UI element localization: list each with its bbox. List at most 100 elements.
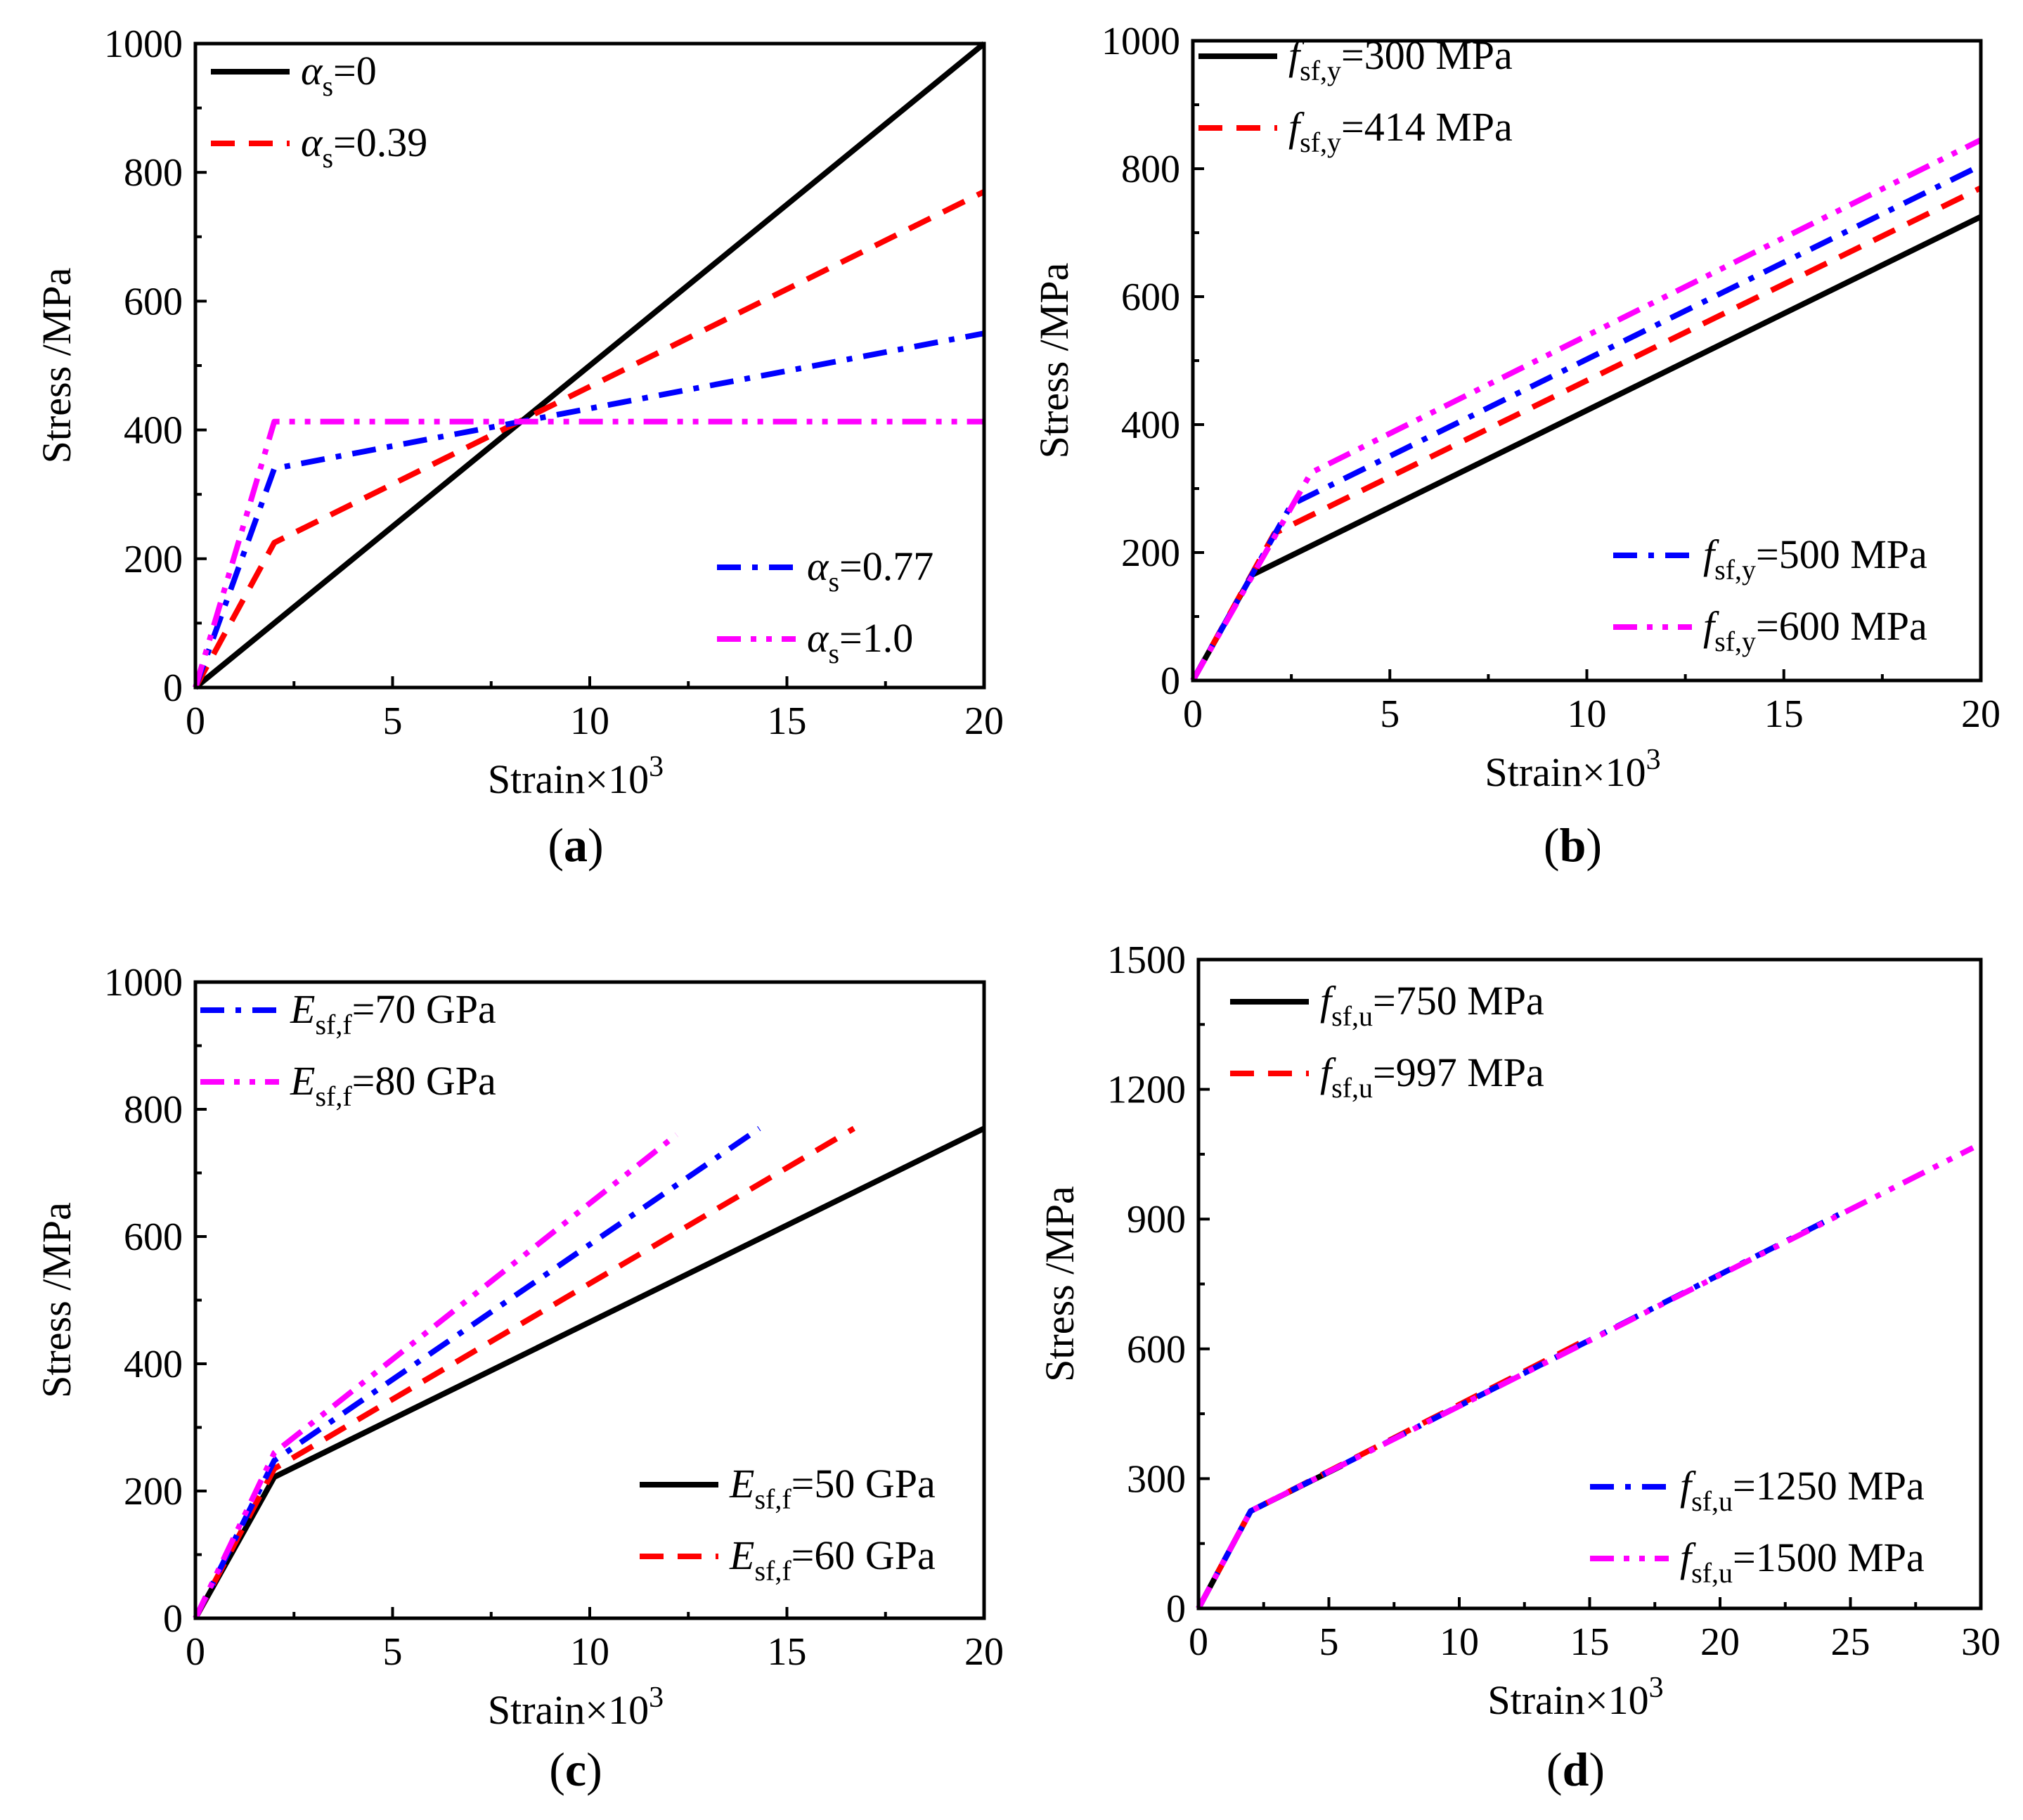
legend-entry-a-2: αs=0.77 xyxy=(807,543,933,598)
legend-entry-d-2: fsf,u=1250 MPa xyxy=(1680,1463,1925,1517)
legend-subscript: sf,f xyxy=(754,1555,791,1587)
series-line-a-2 xyxy=(193,330,985,689)
legend-entry-d-3: fsf,u=1500 MPa xyxy=(1680,1535,1925,1589)
x-axis-title: Strain×103 xyxy=(1485,744,1660,795)
panel-label-paren: ( xyxy=(549,1743,565,1796)
legend-value: =0.39 xyxy=(333,120,427,165)
y-axis-title: Stress /MPa xyxy=(1031,263,1077,459)
legend-entry-b-0: fsf,y=300 MPa xyxy=(1288,32,1513,86)
y-tick-label: 200 xyxy=(124,538,183,581)
legend-symbol: E xyxy=(290,986,315,1032)
x-tick-label: 10 xyxy=(570,1630,609,1674)
legend-entry-a-3: αs=1.0 xyxy=(807,615,913,669)
y-tick-label: 800 xyxy=(124,1088,183,1132)
x-axis-title: Strain×103 xyxy=(488,1682,664,1733)
legend-value: =1500 MPa xyxy=(1733,1535,1925,1580)
panel-label-paren: ) xyxy=(1586,818,1602,872)
legend-entry-d-1: fsf,u=997 MPa xyxy=(1320,1050,1544,1104)
panel-label-c: (c) xyxy=(549,1743,602,1796)
x-tick-label: 10 xyxy=(1568,692,1607,736)
x-tick-label: 20 xyxy=(964,1630,1004,1674)
legend-subscript: sf,f xyxy=(315,1080,352,1112)
legend-subscript: sf,u xyxy=(1331,1072,1373,1104)
legend-value: =997 MPa xyxy=(1373,1050,1544,1095)
y-axis-title: Stress /MPa xyxy=(34,268,79,464)
x-tick-label: 15 xyxy=(1764,692,1804,736)
legend-value: =0 xyxy=(333,48,377,93)
x-axis-title-exponent: 3 xyxy=(1649,1672,1664,1704)
x-tick-label: 0 xyxy=(186,1630,205,1674)
x-tick-label: 0 xyxy=(1183,692,1203,736)
y-tick-label: 200 xyxy=(124,1470,183,1514)
x-tick-label: 0 xyxy=(1189,1620,1208,1664)
x-axis-title: Strain×103 xyxy=(1487,1672,1663,1723)
y-tick-label: 200 xyxy=(1121,531,1180,575)
x-axis-title-exponent: 3 xyxy=(1646,744,1661,776)
legend-entry-b-2: fsf,y=500 MPa xyxy=(1703,531,1927,586)
x-tick-label: 15 xyxy=(768,699,807,743)
x-tick-label: 5 xyxy=(383,699,403,743)
x-tick-label: 20 xyxy=(964,699,1004,743)
y-tick-label: 400 xyxy=(124,1343,183,1386)
x-axis-title-exponent: 3 xyxy=(649,1682,664,1714)
series-line-d-0 xyxy=(1196,1463,1343,1610)
panel-label-paren: ( xyxy=(1544,818,1560,872)
y-tick-label: 0 xyxy=(163,666,183,710)
y-tick-label: 0 xyxy=(1166,1587,1186,1631)
legend-subscript: s xyxy=(322,142,333,174)
y-tick-label: 400 xyxy=(124,409,183,453)
x-tick-label: 10 xyxy=(1440,1620,1479,1664)
series-line-b-3 xyxy=(1190,137,1982,682)
x-axis-title-text: Strain×10 xyxy=(488,756,649,802)
chart-panel-c: 0 5 10 15 2002004006008001000Strain×103Stres… xyxy=(34,961,1004,1796)
legend-symbol: α xyxy=(301,120,323,165)
legend-entry-a-1: αs=0.39 xyxy=(301,120,427,174)
legend-symbol: E xyxy=(729,1461,754,1506)
y-tick-label: 600 xyxy=(124,1215,183,1259)
legend-value: =414 MPa xyxy=(1341,104,1513,150)
series-line-a-0 xyxy=(193,41,986,690)
panel-label-paren: ( xyxy=(548,818,564,872)
legend-subscript: sf,y xyxy=(1300,127,1341,158)
x-tick-label: 5 xyxy=(383,1630,403,1674)
y-tick-label: 800 xyxy=(124,151,183,195)
panel-label-paren: ) xyxy=(1589,1743,1605,1796)
legend-symbol: α xyxy=(807,615,829,661)
chart-panel-b: 0 5 10 15 2002004006008001000Strain×103Stres… xyxy=(1031,20,2001,872)
x-tick-label: 20 xyxy=(1961,692,2001,736)
panel-label-paren: ( xyxy=(1546,1743,1563,1796)
legend-subscript: s xyxy=(828,638,839,669)
y-tick-label: 300 xyxy=(1127,1457,1186,1501)
x-axis-title-text: Strain×10 xyxy=(1485,749,1646,795)
x-tick-label: 25 xyxy=(1831,1620,1870,1664)
panel-label-a: (a) xyxy=(548,818,603,872)
y-tick-label: 0 xyxy=(1161,659,1180,703)
legend-entry-c-2: Esf,f=70 GPa xyxy=(290,986,496,1040)
legend-value: =0.77 xyxy=(839,543,933,589)
y-tick-label: 600 xyxy=(124,280,183,323)
y-axis-title: Stress /MPa xyxy=(1037,1186,1082,1382)
legend-entry-a-0: αs=0 xyxy=(301,48,377,102)
legend-symbol: E xyxy=(290,1058,315,1104)
series-line-a-3 xyxy=(193,418,984,689)
series-line-d-3 xyxy=(1196,1145,1974,1610)
legend-value: =600 MPa xyxy=(1756,603,1927,649)
legend-entry-b-1: fsf,y=414 MPa xyxy=(1288,104,1513,158)
x-tick-label: 20 xyxy=(1700,1620,1740,1664)
series-line-d-1 xyxy=(1196,1335,1591,1610)
legend-subscript: sf,f xyxy=(754,1483,791,1515)
legend-value: =60 GPa xyxy=(791,1532,936,1578)
y-tick-label: 1000 xyxy=(104,961,183,1005)
series-line-c-2 xyxy=(193,1125,761,1620)
legend-symbol: α xyxy=(301,48,323,93)
x-axis-title-text: Strain×10 xyxy=(1487,1677,1648,1723)
legend-value: =1250 MPa xyxy=(1733,1463,1925,1509)
legend-value: =70 GPa xyxy=(352,986,496,1032)
x-tick-label: 5 xyxy=(1319,1620,1339,1664)
panel-label-paren: ) xyxy=(588,818,604,872)
panel-label-letter: c xyxy=(565,1743,586,1796)
panel-label-paren: ) xyxy=(586,1743,602,1796)
x-tick-label: 10 xyxy=(570,699,609,743)
x-tick-label: 15 xyxy=(1570,1620,1610,1664)
